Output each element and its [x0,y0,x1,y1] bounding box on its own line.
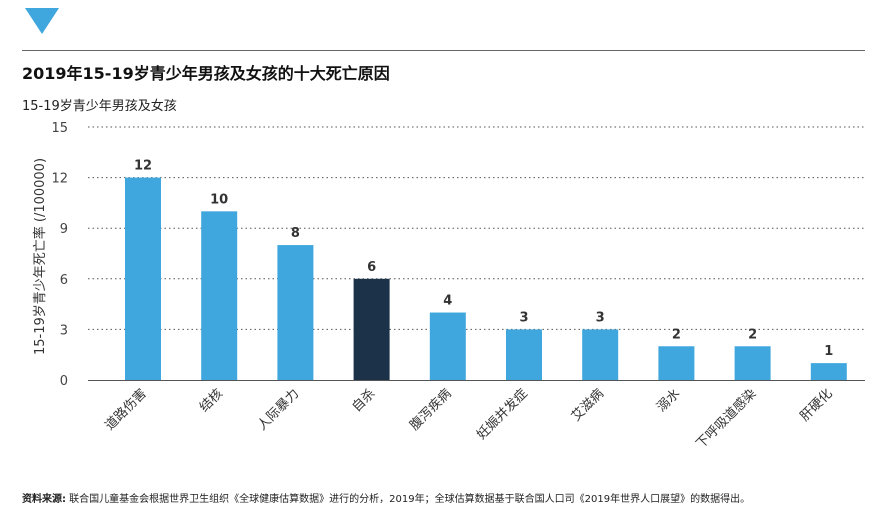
header-divider [22,50,865,51]
x-category-label: 自杀 [349,386,378,415]
y-tick-label: 12 [51,172,68,187]
bars [125,177,847,380]
y-tick-label: 6 [60,273,68,288]
y-tick-label: 15 [51,121,68,136]
bar [506,329,542,380]
bar [201,211,238,380]
source-text: 联合国儿童基金会根据世界卫生组织《全球健康估算数据》进行的分析，2019年；全球… [66,494,751,505]
x-category-label: 溺水 [654,386,683,415]
category-labels: 道路伤害 结核 人际暴力 自杀 腹泻疾病 妊娠并发症 艾滋病 溺水 下呼吸道感染 肝硬化 [102,386,836,452]
x-category-label: 妊娠并发症 [474,386,531,443]
y-tick-label: 3 [60,323,68,338]
bar-value-label: 1 [824,344,833,359]
bar-chart: 0 3 6 9 12 15 12 10 8 6 4 3 3 2 2 1 道路伤害 结核 人际暴力 自杀 腹泻疾病 妊娠… [32,121,865,452]
bar-value-label: 6 [367,260,376,275]
bar [429,312,466,380]
logo-triangle-icon [25,8,59,34]
bar [810,363,847,380]
source-label: 资料来源: [22,494,66,505]
y-tick-label: 0 [60,374,68,389]
source-note: 资料来源: 联合国儿童基金会根据世界卫生组织《全球健康估算数据》进行的分析，20… [22,490,750,505]
bar-value-label: 2 [672,327,681,342]
bar-value-label: 12 [134,159,152,174]
bar-value-label: 4 [443,294,452,309]
bar [125,177,161,380]
logo-triangle [25,8,59,34]
y-tick-label: 9 [60,222,68,237]
value-labels: 12 10 8 6 4 3 3 2 2 1 [134,159,833,360]
bar [734,346,771,380]
bar [353,278,390,380]
bar-value-label: 8 [291,226,300,241]
bar [582,329,619,380]
x-category-label: 肝硬化 [797,386,835,424]
bar-value-label: 3 [519,310,528,325]
x-category-label: 艾滋病 [569,386,607,424]
bar-value-label: 10 [210,192,228,207]
x-category-label: 下呼吸道感染 [693,386,759,452]
x-category-label: 结核 [197,386,226,415]
x-category-label: 腹泻疾病 [407,386,455,434]
y-axis-ticks: 0 3 6 9 12 15 [51,121,68,389]
y-axis-title: 15-19岁青少年死亡率 (/100000) [32,158,48,355]
bar [277,245,314,380]
gridlines [88,126,865,330]
chart-subtitle: 15-19岁青少年男孩及女孩 [22,99,177,114]
x-category-label: 人际暴力 [255,386,302,433]
chart-title: 2019年15-19岁青少年男孩及女孩的十大死亡原因 [22,64,390,83]
bar [658,346,695,380]
x-category-label: 道路伤害 [102,386,150,434]
bar-value-label: 3 [596,310,605,325]
bar-value-label: 2 [748,327,757,342]
